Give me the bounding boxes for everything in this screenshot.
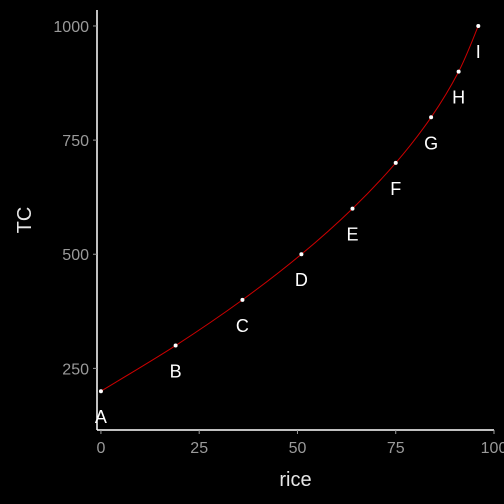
point-label: C	[236, 316, 249, 336]
y-axis-title: TC	[14, 207, 36, 234]
data-point	[173, 343, 178, 348]
y-tick-label: 500	[62, 247, 89, 264]
ticks: 0 25 50 75 100 250 500 750 1000	[53, 19, 504, 457]
data-point	[429, 115, 434, 120]
data-point	[476, 23, 481, 28]
tc-curve	[100, 25, 479, 392]
point-label: G	[424, 133, 438, 153]
series: A B C D E F G H I	[95, 23, 481, 427]
data-point	[240, 297, 245, 302]
point-label: B	[170, 362, 182, 382]
data-point	[98, 389, 103, 394]
point-label: F	[390, 179, 401, 199]
point-label: H	[452, 88, 465, 108]
x-tick-label: 0	[96, 440, 105, 457]
point-label: D	[295, 270, 308, 290]
data-point	[393, 160, 398, 165]
x-axis-title: rice	[279, 469, 311, 491]
axes	[96, 10, 494, 431]
point-label: A	[95, 407, 107, 427]
y-tick-label: 250	[62, 361, 89, 378]
y-tick-label: 750	[62, 133, 89, 150]
x-tick-label: 50	[289, 440, 307, 457]
data-point	[299, 252, 304, 257]
y-tick-label: 1000	[53, 19, 89, 36]
data-point	[456, 69, 461, 74]
x-tick-label: 25	[190, 440, 208, 457]
x-tick-label: 100	[481, 440, 504, 457]
point-label: I	[476, 42, 481, 62]
point-label: E	[346, 225, 358, 245]
data-point	[350, 206, 355, 211]
x-tick-label: 75	[387, 440, 405, 457]
